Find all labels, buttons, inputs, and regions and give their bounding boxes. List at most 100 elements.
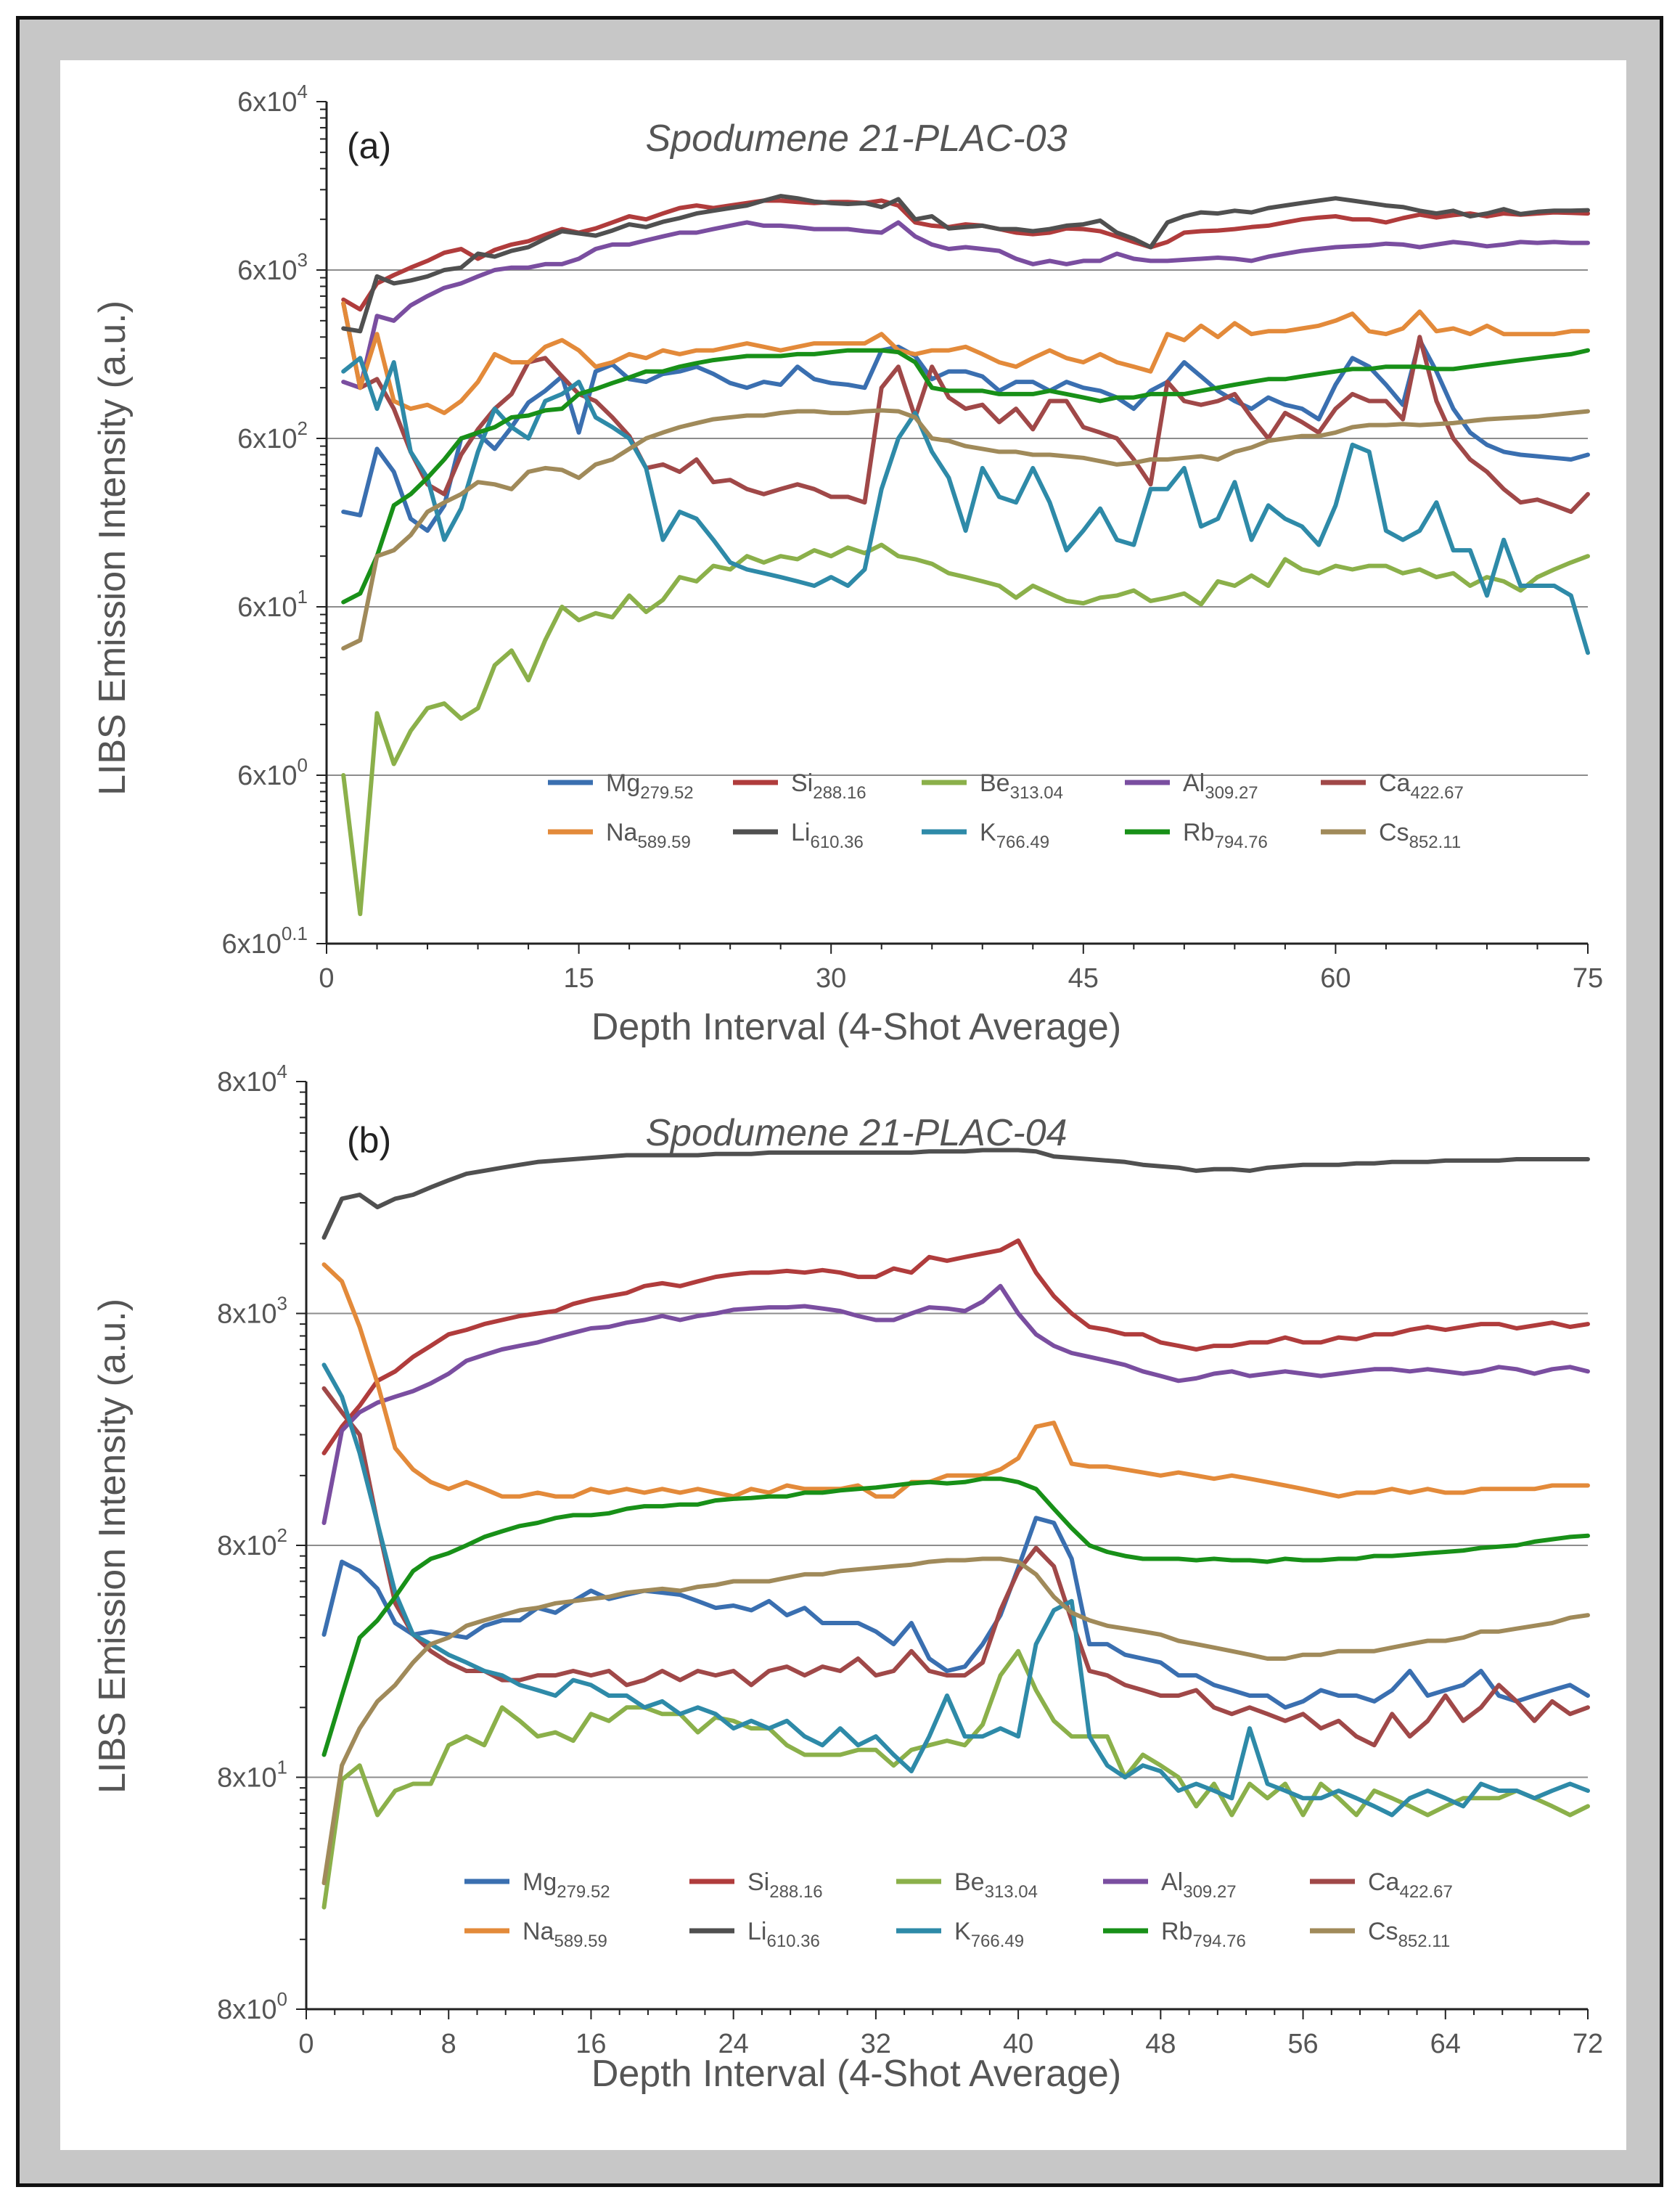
y-axis-title-b: LIBS Emission Intensity (a.u.) <box>91 1299 134 1794</box>
legend-item-cs: Cs852.11 <box>1310 1918 1450 1951</box>
tick-labels-a: 0 15 30 45 60 75 6x100.1 6x100 6x101 6x102 6x103 6x… <box>221 81 1603 994</box>
legend-label: Al309.27 <box>1161 1868 1237 1902</box>
series-line-cs <box>341 408 1590 651</box>
series-line-k <box>321 1362 1590 1818</box>
y-tick-label: 6x100.1 <box>221 923 308 960</box>
gridlines-a <box>327 269 1588 776</box>
y-tick-label: 8x104 <box>217 1060 287 1098</box>
legend-label: Li610.36 <box>791 819 864 852</box>
y-tick-label: 6x104 <box>237 81 308 118</box>
axes-b <box>296 1081 1589 2019</box>
x-tick-label: 0 <box>319 963 334 994</box>
legend-label: Mg279.52 <box>606 769 694 803</box>
series-line-ca <box>341 301 1590 515</box>
series-lines-a <box>341 194 1590 917</box>
x-axis-title-b: Depth Interval (4-Shot Average) <box>591 2053 1121 2095</box>
y-axis-title-a: LIBS Emission Intensity (a.u.) <box>91 301 134 796</box>
legend-b: Mg279.52 Si288.16 Be313.04 Al309.27 Ca422.67… <box>464 1868 1453 1951</box>
series-line-na <box>321 1262 1590 1499</box>
legend-label: Rb794.76 <box>1161 1918 1246 1951</box>
legend-item-ca: Ca422.67 <box>1310 1868 1453 1902</box>
legend-item-cs: Cs852.11 <box>1321 819 1461 852</box>
panel-label-b: (b) <box>347 1120 391 1161</box>
series-line-rb <box>341 348 1590 605</box>
legend-item-na: Na589.59 <box>548 819 691 852</box>
series-line-al <box>341 220 1590 391</box>
legend-item-be: Be313.04 <box>896 1868 1038 1902</box>
legend-label: Mg279.52 <box>523 1868 610 1902</box>
legend-label: Si288.16 <box>791 769 866 803</box>
x-tick-label: 15 <box>563 963 594 994</box>
y-tick-label: 8x101 <box>217 1757 287 1794</box>
legend-label: Ca422.67 <box>1368 1868 1453 1902</box>
x-tick-label: 56 <box>1287 2029 1318 2059</box>
x-tick-label: 8 <box>441 2029 456 2059</box>
panel-label-a: (a) <box>347 126 391 166</box>
legend-item-be: Be313.04 <box>922 769 1063 803</box>
x-tick-label: 16 <box>575 2029 606 2059</box>
legend-item-ca: Ca422.67 <box>1321 769 1464 803</box>
x-tick-label: 60 <box>1320 963 1351 994</box>
legend-label: K766.49 <box>980 819 1049 852</box>
x-tick-label: 30 <box>816 963 846 994</box>
legend-item-mg: Mg279.52 <box>464 1868 610 1902</box>
x-tick-label: 45 <box>1068 963 1099 994</box>
y-tick-label: 6x103 <box>237 249 308 286</box>
series-line-cs <box>321 1556 1590 1886</box>
chart-title-b: Spodumene 21-PLAC-04 <box>645 1112 1067 1154</box>
legend-label: Cs852.11 <box>1379 819 1461 852</box>
legend-label: Rb794.76 <box>1183 819 1268 852</box>
chart-panel-b: (b) Spodumene 21-PLAC-04 Depth Interval … <box>91 1060 1603 2095</box>
series-line-na <box>341 301 1590 415</box>
legend-label: Na589.59 <box>523 1918 607 1951</box>
series-line-li <box>321 1148 1590 1240</box>
y-tick-label: 6x101 <box>237 586 308 623</box>
series-lines-b <box>321 1148 1590 1910</box>
chart-title-a: Spodumene 21-PLAC-03 <box>645 118 1067 160</box>
x-tick-label: 72 <box>1573 2029 1603 2059</box>
x-tick-label: 24 <box>718 2029 749 2059</box>
legend-item-al: Al309.27 <box>1125 769 1258 803</box>
series-line-ca <box>321 1386 1590 1748</box>
series-line-be <box>321 1648 1590 1910</box>
legend-item-li: Li610.36 <box>733 819 864 852</box>
legend-item-si: Si288.16 <box>733 769 866 803</box>
chart-panel-a: (a) Spodumene 21-PLAC-03 Depth Interval … <box>91 81 1603 1048</box>
legend-label: K766.49 <box>954 1918 1024 1951</box>
legend-a: Mg279.52 Si288.16 Be313.04 Al309.27 Ca422.67… <box>548 769 1464 852</box>
legend-label: Be313.04 <box>954 1868 1038 1902</box>
axes-a <box>316 101 1589 954</box>
legend-label: Cs852.11 <box>1368 1918 1450 1951</box>
legend-item-si: Si288.16 <box>689 1868 823 1902</box>
x-tick-label: 64 <box>1430 2029 1461 2059</box>
legend-item-rb: Rb794.76 <box>1125 819 1268 852</box>
series-line-rb <box>321 1476 1590 1757</box>
x-tick-label: 75 <box>1573 963 1603 994</box>
series-line-al <box>321 1283 1590 1525</box>
series-line-mg <box>341 338 1590 534</box>
legend-item-na: Na589.59 <box>464 1918 607 1951</box>
x-tick-label: 32 <box>861 2029 891 2059</box>
legend-item-k: K766.49 <box>922 819 1049 852</box>
legend-label: Ca422.67 <box>1379 769 1464 803</box>
legend-item-mg: Mg279.52 <box>548 769 694 803</box>
y-tick-label: 8x103 <box>217 1293 287 1330</box>
x-tick-label: 0 <box>298 2029 314 2059</box>
x-tick-label: 48 <box>1145 2029 1176 2059</box>
series-line-si <box>321 1238 1590 1455</box>
gridlines-b <box>306 1312 1588 1778</box>
series-line-li <box>341 194 1590 334</box>
y-tick-label: 6x102 <box>237 417 308 454</box>
legend-item-rb: Rb794.76 <box>1103 1918 1246 1951</box>
legend-label: Si288.16 <box>747 1868 823 1902</box>
x-axis-title-a: Depth Interval (4-Shot Average) <box>591 1006 1121 1048</box>
legend-label: Al309.27 <box>1183 769 1258 803</box>
legend-label: Be313.04 <box>980 769 1063 803</box>
figure-frame-outer <box>16 16 1663 2187</box>
series-line-k <box>341 356 1590 655</box>
y-tick-label: 8x100 <box>217 1988 287 2025</box>
tick-labels-b: 0 8 16 24 32 40 48 56 64 72 8x100 8x101 8x102 8x103 8x… <box>217 1060 1603 2059</box>
y-tick-label: 6x100 <box>237 754 308 791</box>
legend-item-k: K766.49 <box>896 1918 1024 1951</box>
